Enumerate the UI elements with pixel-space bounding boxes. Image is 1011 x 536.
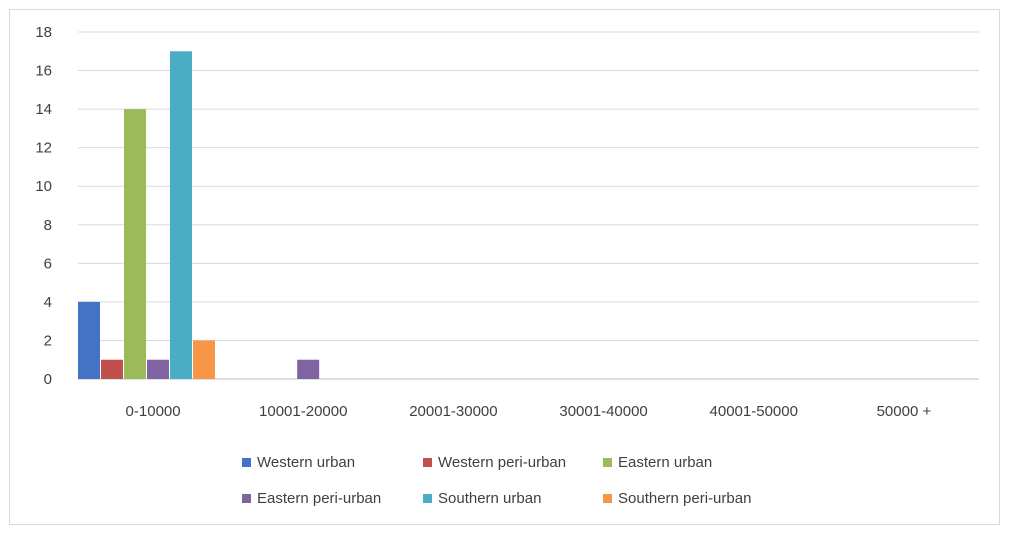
bar [101,359,123,379]
x-tick-label: 30001-40000 [559,403,647,420]
bar [297,359,320,379]
x-tick-label: 50000 + [877,403,932,420]
x-tick-label: 40001-50000 [710,403,798,420]
y-tick-label: 14 [35,101,52,118]
y-tick-label: 16 [35,63,52,80]
x-tick-label: 10001-20000 [259,403,347,420]
y-tick-label: 0 [44,371,52,388]
x-tick-label: 20001-30000 [409,403,497,420]
bar [193,340,215,379]
bar [78,301,100,379]
y-tick-label: 18 [35,24,52,41]
y-tick-label: 2 [44,332,52,349]
y-tick-label: 4 [44,294,52,311]
y-tick-label: 6 [44,255,52,272]
x-tick-label: 0-10000 [126,403,181,420]
y-tick-label: 8 [44,217,52,234]
bar [147,359,169,379]
y-tick-label: 12 [35,140,52,157]
bar [170,51,192,380]
bar [124,109,146,379]
y-tick-label: 10 [35,178,52,195]
